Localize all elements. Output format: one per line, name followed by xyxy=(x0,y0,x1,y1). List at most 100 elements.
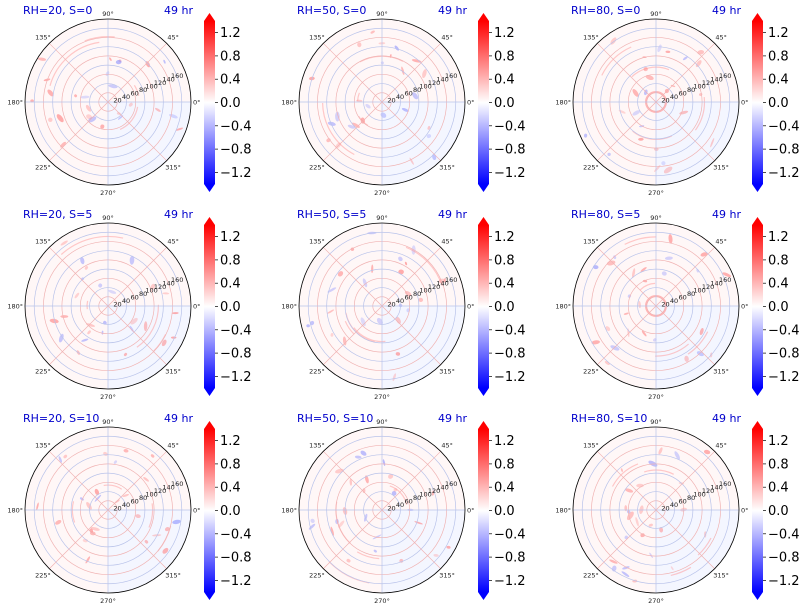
polar-frame xyxy=(24,18,192,186)
data-patch xyxy=(376,317,383,325)
angular-gridline xyxy=(381,101,441,161)
colorbar-tick-label: −1.2 xyxy=(768,370,799,385)
colorbar: 1.2 0.8 0.4 0.0 −0.4 −0.8 −1.2 xyxy=(204,217,252,396)
data-patch xyxy=(658,447,663,455)
data-arc xyxy=(670,566,692,576)
angle-tick-label: 225° xyxy=(309,368,325,376)
data-patch xyxy=(327,287,337,293)
data-patch xyxy=(411,245,416,255)
colorbar-tick-label: 1.2 xyxy=(768,26,789,41)
radial-tick-label: 160 xyxy=(445,276,457,284)
data-arc xyxy=(86,300,89,310)
angular-gridline xyxy=(323,451,383,511)
colorbar-tick-label: 1.2 xyxy=(768,230,789,245)
data-patch xyxy=(431,489,435,496)
radial-tick-label: 20 xyxy=(387,301,395,309)
data-patch xyxy=(309,320,315,326)
data-patch xyxy=(103,320,107,325)
angular-gridline xyxy=(655,43,715,103)
data-patch xyxy=(624,535,629,540)
radial-tick-label: 100 xyxy=(419,490,431,498)
colorbar-tick-label: 0.0 xyxy=(220,96,241,111)
colorbar-extend-bottom xyxy=(478,184,489,192)
angle-tick-label: 225° xyxy=(309,164,325,172)
colorbar-tick-label: 0.4 xyxy=(494,481,515,496)
data-arc xyxy=(639,282,656,291)
data-patch xyxy=(393,488,398,492)
data-patch xyxy=(85,323,96,327)
radial-tick-label: 60 xyxy=(404,293,412,301)
data-patch xyxy=(351,122,360,128)
angular-gridline xyxy=(49,509,109,569)
panel-title-right: 49 hr xyxy=(712,412,741,425)
angular-gridline xyxy=(597,101,657,161)
radial-tick-label: 60 xyxy=(130,497,138,505)
data-patch xyxy=(48,117,53,123)
panel-title-right: 49 hr xyxy=(712,208,741,221)
colorbar-tick-label: −0.8 xyxy=(220,347,252,362)
radial-tick-label: 80 xyxy=(413,86,421,94)
colorbar-tick-label: 0.0 xyxy=(220,300,241,315)
angular-gridline xyxy=(323,43,383,103)
data-patch xyxy=(372,534,382,540)
data-patch xyxy=(422,69,427,79)
data-patch xyxy=(610,345,620,351)
data-patch xyxy=(664,256,673,260)
data-patch xyxy=(162,547,169,554)
angular-gridline xyxy=(323,101,383,161)
radial-tick-label: 100 xyxy=(693,286,705,294)
data-patch xyxy=(37,57,47,61)
data-patch xyxy=(609,559,618,564)
radial-tick-label: 140 xyxy=(162,279,174,287)
colorbar-tick-label: −0.8 xyxy=(220,143,252,158)
colorbar-tick-label: 1.2 xyxy=(220,230,241,245)
radial-tick-label: 160 xyxy=(171,276,183,284)
data-patch xyxy=(665,50,671,54)
angle-tick-label: 135° xyxy=(583,441,599,449)
colorbar-extend-top xyxy=(204,421,215,429)
angular-gridline xyxy=(107,247,167,307)
colorbar-tick-label: 0.8 xyxy=(494,253,515,268)
polar-frame xyxy=(298,222,466,390)
colorbar-tick-label: −0.8 xyxy=(768,551,799,566)
angular-gridline xyxy=(655,509,715,569)
colorbar-tick-label: 0.0 xyxy=(494,504,515,519)
colorbar-tick-label: −0.8 xyxy=(494,143,526,158)
colorbar-body xyxy=(752,21,763,184)
colorbar-extend-top xyxy=(204,217,215,225)
angular-gridline xyxy=(107,305,167,365)
angle-tick-label: 315° xyxy=(165,368,181,376)
data-patch xyxy=(661,161,666,166)
radial-tick-label: 120 xyxy=(702,487,714,495)
colorbar-tick-label: −0.4 xyxy=(494,119,526,134)
data-patch xyxy=(657,44,662,53)
data-patch xyxy=(604,361,610,365)
data-patch xyxy=(354,455,362,459)
radial-tick-label: 160 xyxy=(719,480,731,488)
radial-tick-label: 80 xyxy=(687,494,695,502)
polar-panel-3: 0°45°90°135°180°225°270°315°20 40 60 801001… xyxy=(555,4,799,197)
data-patch xyxy=(84,266,89,270)
colorbar-tick-label: 0.8 xyxy=(220,457,241,472)
data-arc xyxy=(357,92,360,101)
angle-tick-label: 90° xyxy=(650,10,662,18)
data-arc xyxy=(389,485,408,505)
panel-title-left: RH=80, S=5 xyxy=(571,208,640,221)
data-patch xyxy=(163,59,166,64)
data-patch xyxy=(86,501,92,510)
data-patch xyxy=(164,527,170,532)
angular-gridline xyxy=(107,509,167,569)
colorbar: 1.2 0.8 0.4 0.0 −0.4 −0.8 −1.2 xyxy=(752,13,799,192)
angular-gridline xyxy=(655,305,715,365)
data-patch xyxy=(101,330,104,335)
colorbar-tick-label: 0.4 xyxy=(220,481,241,496)
radial-tick-label: 40 xyxy=(670,501,678,509)
data-patch xyxy=(661,271,667,276)
angle-tick-label: 180° xyxy=(7,303,23,311)
angle-tick-label: 315° xyxy=(713,368,729,376)
data-patch xyxy=(398,256,403,262)
data-patch xyxy=(364,513,368,522)
data-patch xyxy=(90,526,100,531)
data-patch xyxy=(645,74,654,81)
